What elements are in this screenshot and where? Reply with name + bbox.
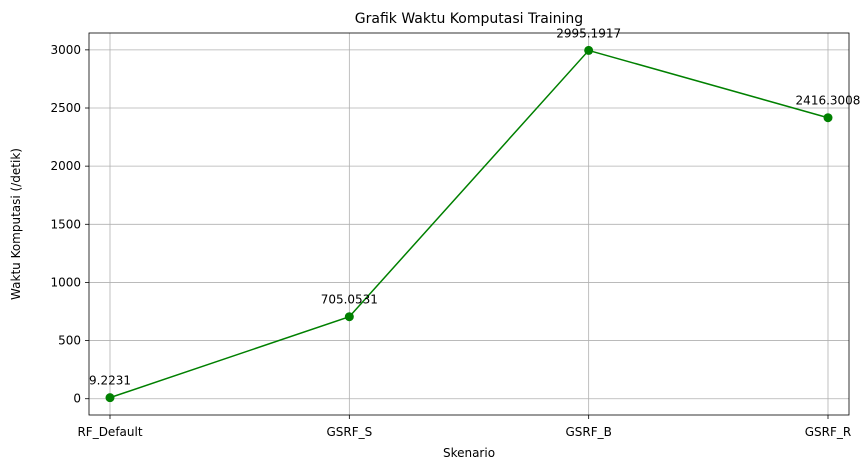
x-tick-label: GSRF_R	[805, 425, 852, 439]
data-point	[823, 113, 833, 123]
y-tick-label: 1500	[50, 217, 81, 231]
data-label: 9.2231	[89, 374, 131, 388]
series-line-layer	[109, 49, 829, 399]
data-label: 705.0531	[321, 293, 378, 307]
y-tick-label: 0	[73, 392, 81, 406]
chart-title: Grafik Waktu Komputasi Training	[355, 11, 583, 27]
plot-frame	[88, 32, 850, 416]
y-tick-label: 1000	[50, 275, 81, 289]
x-tick-label: GSRF_B	[565, 425, 611, 439]
y-tick-label: 3000	[50, 43, 81, 57]
series-line	[109, 49, 829, 399]
data-points	[105, 45, 833, 403]
y-tick-label: 500	[58, 334, 81, 348]
data-point	[344, 312, 354, 322]
axis-ticks: RF_Default GSRF_S GSRF_B GSRF_R 0 500 1000 1500…	[50, 43, 851, 439]
y-axis-label: Waktu Komputasi (/detik)	[9, 148, 23, 300]
x-tick-label: GSRF_S	[326, 425, 372, 439]
data-point	[584, 45, 594, 55]
y-tick-label: 2000	[50, 159, 81, 173]
data-point	[105, 393, 115, 403]
data-labels: 9.2231 705.0531 2995.1917 2416.3008	[89, 26, 860, 387]
x-axis-label: Skenario	[443, 446, 495, 460]
grid-lines	[89, 33, 849, 415]
data-label: 2995.1917	[556, 26, 621, 40]
x-tick-label: RF_Default	[77, 425, 142, 439]
data-label: 2416.3008	[796, 94, 861, 108]
y-tick-label: 2500	[50, 101, 81, 115]
